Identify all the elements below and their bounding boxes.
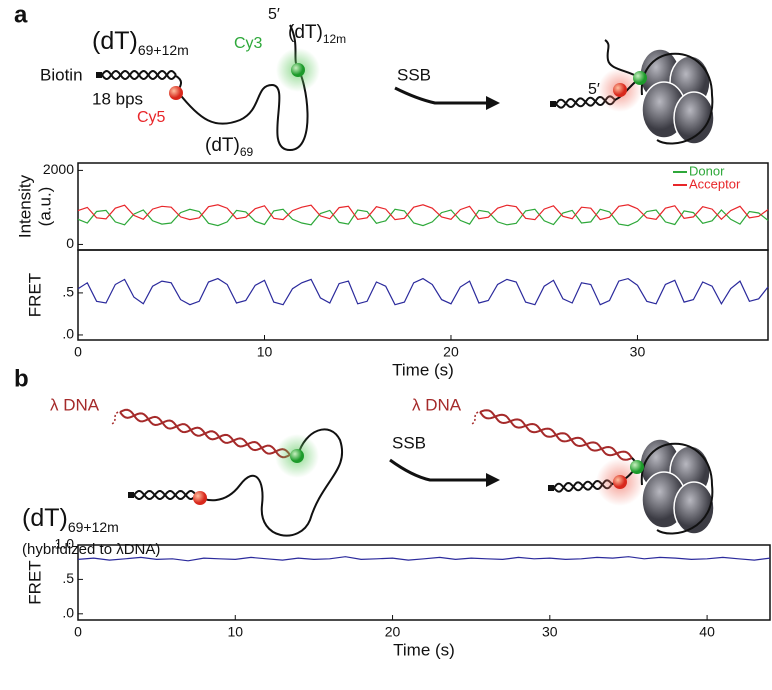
y-tick-label: .5 bbox=[62, 570, 74, 586]
x-tick-label: 40 bbox=[699, 624, 715, 640]
dye bbox=[613, 83, 627, 97]
dna-helix bbox=[119, 408, 291, 459]
construct-base: (dT) bbox=[22, 504, 68, 532]
plot-frame bbox=[77, 162, 769, 251]
legend-label: Donor bbox=[689, 163, 725, 178]
x-axis-label: Time (s) bbox=[393, 640, 455, 659]
dt12-sub: 12m bbox=[323, 32, 346, 46]
dna-helix bbox=[479, 409, 633, 461]
hybridized-label: (hybridized to λDNA) bbox=[22, 541, 160, 558]
y-tick-label: .0 bbox=[62, 605, 74, 621]
five-prime-label: 5′ bbox=[268, 6, 280, 23]
x-tick-label: 0 bbox=[74, 624, 82, 640]
arrow bbox=[389, 458, 490, 482]
dye bbox=[630, 460, 644, 474]
ssb-protein bbox=[673, 481, 715, 535]
x-tick-label: 20 bbox=[443, 344, 459, 360]
plot-frame bbox=[77, 544, 771, 621]
trace bbox=[77, 556, 771, 562]
x-tick-label: 10 bbox=[257, 344, 273, 360]
x-axis-label: Time (s) bbox=[392, 360, 454, 379]
panel-label: a bbox=[14, 1, 28, 28]
trace bbox=[77, 277, 769, 306]
dye bbox=[291, 63, 305, 77]
dt69-base: (dT) bbox=[205, 135, 240, 156]
ssdna bbox=[195, 428, 344, 537]
dna-helix bbox=[101, 69, 177, 81]
dna-helix bbox=[133, 489, 197, 501]
y-tick-label: 0 bbox=[66, 235, 74, 251]
legend-label: Acceptor bbox=[689, 176, 741, 191]
dt12-base: (dT) bbox=[288, 22, 323, 43]
dye bbox=[633, 71, 647, 85]
y-axis-label: FRET bbox=[25, 273, 44, 317]
ssb-label: SSB bbox=[397, 65, 431, 84]
cy3-label: Cy3 bbox=[234, 35, 263, 52]
panel-label: b bbox=[14, 365, 29, 392]
construct-base: (dT) bbox=[92, 27, 138, 55]
ssb-label: SSB bbox=[392, 433, 426, 452]
x-tick-label: 30 bbox=[542, 624, 558, 640]
ssdna bbox=[640, 442, 714, 535]
arrow-head bbox=[486, 96, 500, 110]
lambda-label: λ DNA bbox=[50, 395, 100, 414]
dna-end bbox=[111, 411, 119, 425]
y-tick-label: .5 bbox=[62, 284, 74, 300]
trace bbox=[77, 208, 769, 227]
x-tick-label: 0 bbox=[74, 344, 82, 360]
trace bbox=[77, 204, 769, 221]
ssb-protein bbox=[673, 91, 715, 145]
dt69-label: (dT)69 bbox=[205, 135, 254, 159]
ssdna bbox=[604, 39, 642, 101]
dye bbox=[613, 475, 627, 489]
construct-label: (dT)69+12m bbox=[22, 504, 119, 535]
schematics bbox=[96, 24, 715, 537]
biotin bbox=[96, 72, 102, 78]
dt12-label: (dT)12m bbox=[288, 22, 346, 46]
biotin-label: Biotin bbox=[40, 65, 83, 84]
arrow-head bbox=[486, 473, 500, 487]
biotin bbox=[128, 492, 134, 498]
lambda-label: λ DNA bbox=[412, 395, 462, 414]
dna-end bbox=[471, 411, 479, 425]
x-tick-label: 10 bbox=[227, 624, 243, 640]
y-tick-label: .0 bbox=[62, 326, 74, 342]
bps-label: 18 bps bbox=[92, 89, 143, 108]
construct-sub: 69+12m bbox=[68, 519, 119, 535]
dye bbox=[193, 491, 207, 505]
ssdna bbox=[640, 52, 714, 145]
biotin bbox=[550, 101, 556, 107]
y-axis-label: Intensity bbox=[15, 174, 34, 238]
dye bbox=[169, 86, 183, 100]
x-tick-label: 20 bbox=[385, 624, 401, 640]
construct-sub: 69+12m bbox=[138, 42, 189, 58]
construct-label: (dT)69+12m bbox=[92, 27, 189, 58]
y-axis-label: FRET bbox=[25, 560, 44, 604]
dye bbox=[290, 449, 304, 463]
plot-frame bbox=[77, 249, 769, 341]
five-prime-label: 5′ bbox=[588, 81, 600, 98]
dt69-sub: 69 bbox=[240, 145, 254, 159]
y-axis-label: (a.u.) bbox=[35, 187, 54, 227]
cy5-label: Cy5 bbox=[137, 109, 166, 126]
x-tick-label: 30 bbox=[630, 344, 646, 360]
y-tick-label: 2000 bbox=[43, 161, 74, 177]
biotin bbox=[548, 485, 554, 491]
arrow bbox=[394, 86, 490, 105]
y-tick-label: 1.0 bbox=[55, 536, 75, 552]
